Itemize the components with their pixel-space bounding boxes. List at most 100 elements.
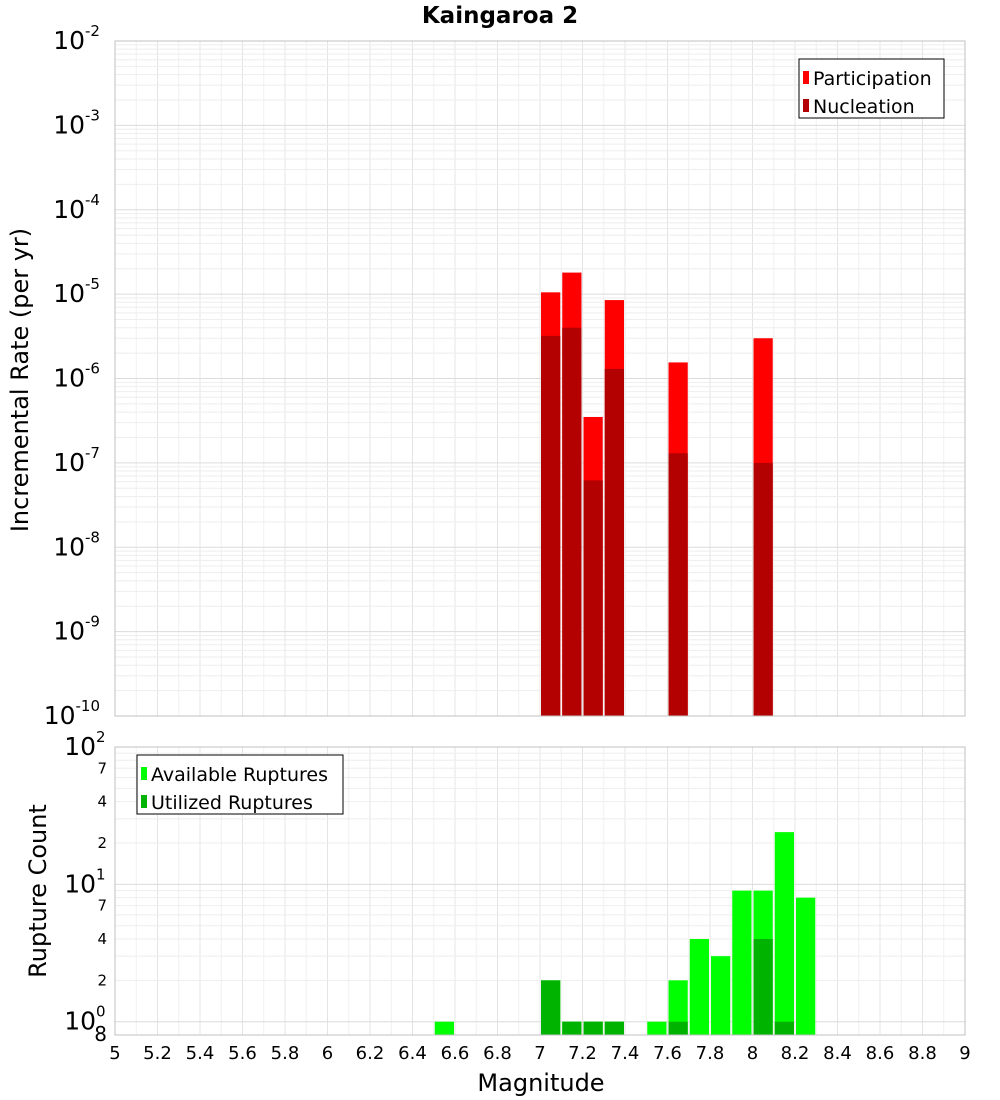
top-y-tick-base: 10 xyxy=(53,532,85,561)
top-y-tick-exponent: -7 xyxy=(85,444,100,462)
top-y-tick-exponent: -10 xyxy=(76,697,101,715)
legend-item: Utilized Ruptures xyxy=(141,792,313,814)
top-y-tick-base: 10 xyxy=(44,701,76,730)
legend-label: Nucleation xyxy=(813,96,915,118)
legend-label: Participation xyxy=(813,68,932,90)
available-ruptures-bar xyxy=(774,832,794,1035)
top-y-tick-base: 10 xyxy=(53,26,85,55)
top-y-tick-base: 10 xyxy=(53,195,85,224)
top-y-tick: 10 -2 xyxy=(53,22,100,55)
top-y-tick: 10 -3 xyxy=(53,106,100,139)
bottom-y-axis-label: Rupture Count xyxy=(24,804,52,978)
x-tick-label: 8.8 xyxy=(908,1043,937,1064)
nucleation-bar xyxy=(604,368,624,716)
top-legend: Participation Nucleation xyxy=(798,58,945,119)
available-ruptures-bar xyxy=(647,1021,667,1035)
x-tick-label: 8.4 xyxy=(823,1043,852,1064)
bottom-plot-frame xyxy=(114,746,966,1036)
top-bars xyxy=(541,272,773,716)
legend-label: Available Ruptures xyxy=(151,764,328,786)
legend-item: Participation xyxy=(803,68,932,90)
available-ruptures-bar xyxy=(711,956,731,1035)
top-gridlines xyxy=(114,41,966,717)
x-tick-label: 6 xyxy=(322,1043,333,1064)
top-y-axis-label: Incremental Rate (per yr) xyxy=(6,228,34,532)
available-ruptures-bar xyxy=(434,1021,454,1035)
top-y-tick-exponent: -2 xyxy=(85,22,100,40)
nucleation-bar xyxy=(541,335,561,716)
bottom-y-tick-base: 10 xyxy=(64,732,96,761)
bottom-y-minor-tick: 8 xyxy=(94,1022,107,1046)
x-tick-label: 7.6 xyxy=(653,1043,682,1064)
x-tick-label: 7.4 xyxy=(611,1043,640,1064)
bottom-y-minor-tick: 2 xyxy=(97,834,107,852)
bottom-y-tick-exponent: 2 xyxy=(96,728,106,746)
x-tick-label: 7 xyxy=(534,1043,545,1064)
top-y-tick-base: 10 xyxy=(53,110,85,139)
legend-box xyxy=(136,754,344,815)
x-tick-label: 8 xyxy=(747,1043,758,1064)
bottom-y-major-tick: 10 1 xyxy=(64,865,105,898)
top-plot-frame xyxy=(114,40,966,717)
x-ticks: 5 5.2 5.4 5.6 5.8 6 6.2 6.4 6.6 6.8 7 7.2 7.4 7.6 7.8 8… xyxy=(109,1043,970,1064)
available-ruptures-bar xyxy=(689,939,709,1035)
bottom-y-tick-base: 10 xyxy=(64,869,96,898)
top-y-tick-base: 10 xyxy=(53,364,85,393)
bottom-gridlines xyxy=(114,746,966,1035)
bottom-y-tick-exponent: 1 xyxy=(96,865,106,883)
top-y-tick-exponent: -4 xyxy=(85,191,100,209)
top-y-tick: 10 -5 xyxy=(53,275,100,308)
top-y-tick-base: 10 xyxy=(53,448,85,477)
x-tick-label: 9 xyxy=(959,1043,970,1064)
legend-item: Nucleation xyxy=(803,96,915,118)
bottom-y-tick-base: 10 xyxy=(64,1007,96,1036)
bottom-bars xyxy=(434,832,816,1035)
utilized-ruptures-bar xyxy=(541,980,561,1035)
x-tick-label: 8.2 xyxy=(781,1043,810,1064)
x-tick-label: 6.4 xyxy=(398,1043,427,1064)
x-tick-label: 6.8 xyxy=(483,1043,512,1064)
x-tick-label: 6.6 xyxy=(441,1043,470,1064)
utilized-ruptures-bar xyxy=(668,1021,688,1035)
x-tick-label: 5.8 xyxy=(271,1043,300,1064)
utilized-ruptures-bar xyxy=(604,1021,624,1035)
bottom-legend: Available Ruptures Utilized Ruptures xyxy=(136,754,344,815)
top-y-tick-exponent: -8 xyxy=(85,528,100,546)
x-axis-label: Magnitude xyxy=(477,1069,604,1097)
legend-item: Available Ruptures xyxy=(141,764,328,786)
top-y-tick: 10 -6 xyxy=(53,360,100,393)
utilized-ruptures-bar xyxy=(753,939,773,1035)
chart-title: Kaingaroa 2 xyxy=(422,3,578,29)
available-ruptures-bar xyxy=(732,890,752,1035)
bottom-y-minor-tick: 2 xyxy=(97,971,107,989)
utilized-ruptures-bar xyxy=(562,1021,582,1035)
legend-label: Utilized Ruptures xyxy=(151,792,313,814)
top-y-tick-exponent: -5 xyxy=(85,275,100,293)
bottom-y-major-tick: 10 2 xyxy=(64,728,105,761)
x-tick-label: 5.4 xyxy=(186,1043,215,1064)
top-y-tick: 10 -8 xyxy=(53,528,100,561)
bottom-y-major-tick: 10 0 xyxy=(64,1003,105,1036)
top-y-tick: 10 -9 xyxy=(53,613,100,646)
legend-swatch xyxy=(141,767,147,780)
utilized-ruptures-bar xyxy=(583,1021,603,1035)
top-y-tick-exponent: -3 xyxy=(85,106,100,124)
nucleation-bar xyxy=(668,453,688,716)
nucleation-bar xyxy=(562,327,582,716)
bottom-y-minor-tick: 4 xyxy=(97,930,107,948)
bottom-y-minor-tick: 7 xyxy=(97,897,107,915)
bottom-y-minor-tick: 4 xyxy=(97,793,107,811)
top-y-tick: 10 -4 xyxy=(53,191,100,224)
top-y-tick-base: 10 xyxy=(53,617,85,646)
available-ruptures-bar xyxy=(796,897,816,1035)
x-tick-label: 7.8 xyxy=(696,1043,725,1064)
x-tick-label: 8.6 xyxy=(866,1043,895,1064)
x-tick-label: 5.2 xyxy=(143,1043,172,1064)
utilized-ruptures-bar xyxy=(774,1021,794,1035)
x-tick-label: 7.2 xyxy=(568,1043,597,1064)
legend-swatch xyxy=(803,71,809,84)
